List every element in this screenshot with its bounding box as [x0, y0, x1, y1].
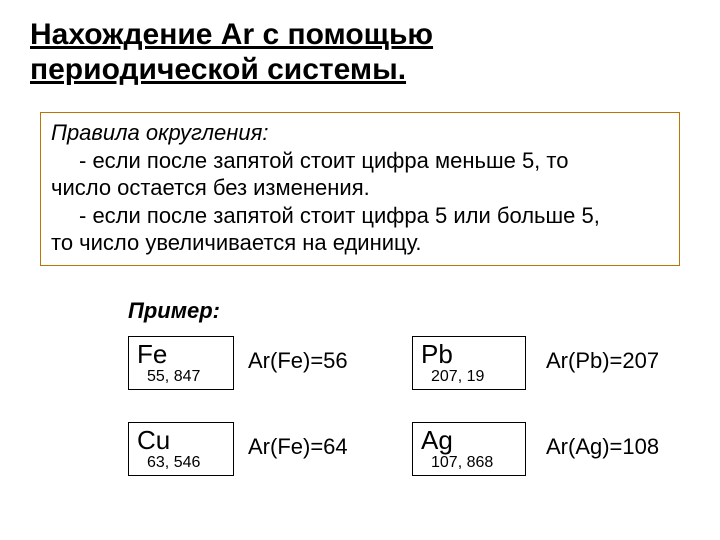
slide-title: Нахождение Ar с помощью периодической си… [30, 18, 433, 87]
symbol-cu: Cu [129, 423, 233, 453]
tile-ag: Ag 107, 868 [412, 422, 526, 476]
rules-line-2a: - если после запятой стоит цифра 5 или б… [51, 202, 669, 230]
symbol-pb: Pb [413, 337, 525, 367]
title-line-1: Нахождение Ar с помощью [30, 18, 433, 51]
example-label: Пример: [128, 298, 220, 324]
eq-cu: Ar(Fe)=64 [248, 434, 348, 460]
rules-line-1b: число остается без изменения. [51, 175, 370, 200]
mass-ag: 107, 868 [413, 453, 525, 475]
slide: Нахождение Ar с помощью периодической си… [0, 0, 720, 540]
rules-box: Правила округления: - если после запятой… [40, 112, 680, 266]
rules-header: Правила округления: [51, 120, 268, 145]
tile-fe: Fe 55, 847 [128, 336, 234, 390]
eq-pb: Ar(Pb)=207 [546, 348, 659, 374]
title-line-2: периодической системы. [30, 53, 406, 86]
rules-line-2b: то число увеличивается на единицу. [51, 230, 422, 255]
rules-line-1a: - если после запятой стоит цифра меньше … [51, 147, 669, 175]
mass-cu: 63, 546 [129, 453, 233, 475]
mass-pb: 207, 19 [413, 367, 525, 389]
symbol-fe: Fe [129, 337, 233, 367]
eq-ag: Ar(Ag)=108 [546, 434, 659, 460]
tile-cu: Cu 63, 546 [128, 422, 234, 476]
mass-fe: 55, 847 [129, 367, 233, 389]
symbol-ag: Ag [413, 423, 525, 453]
eq-fe: Ar(Fe)=56 [248, 348, 348, 374]
tile-pb: Pb 207, 19 [412, 336, 526, 390]
